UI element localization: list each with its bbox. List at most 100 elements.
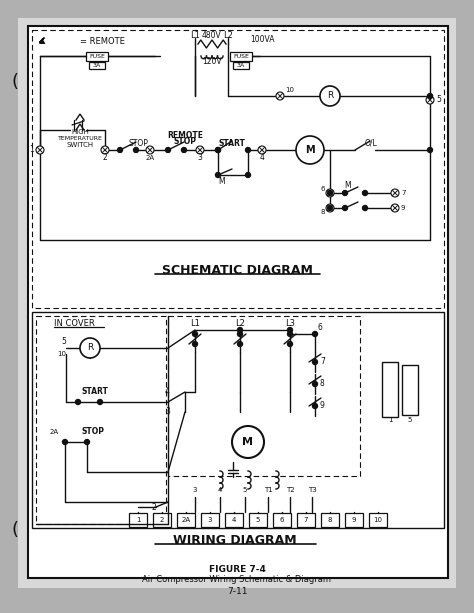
Bar: [168, 316, 360, 476]
Text: 2: 2: [103, 153, 108, 162]
Bar: [369, 513, 387, 527]
Circle shape: [246, 172, 250, 178]
Circle shape: [98, 400, 102, 405]
Circle shape: [288, 332, 292, 337]
Text: 4: 4: [165, 387, 170, 397]
Bar: [225, 513, 243, 527]
Circle shape: [36, 146, 44, 154]
Circle shape: [118, 148, 122, 153]
Circle shape: [146, 146, 154, 154]
Text: 5: 5: [256, 517, 260, 523]
Circle shape: [216, 148, 220, 153]
Circle shape: [182, 148, 186, 153]
Text: M: M: [219, 177, 225, 186]
Circle shape: [312, 359, 318, 365]
Circle shape: [312, 381, 318, 387]
Circle shape: [232, 426, 264, 458]
Bar: [89, 62, 105, 69]
Text: 1: 1: [136, 517, 140, 523]
Circle shape: [328, 205, 332, 210]
Circle shape: [288, 327, 292, 332]
Text: Air Compressor Wiring Schematic & Diagram: Air Compressor Wiring Schematic & Diagra…: [143, 574, 331, 584]
Circle shape: [328, 191, 332, 196]
Text: 4: 4: [260, 153, 264, 162]
Circle shape: [391, 189, 399, 197]
Circle shape: [237, 332, 243, 337]
Text: 8: 8: [320, 379, 325, 389]
Text: 2A: 2A: [50, 429, 59, 435]
Text: REMOTE: REMOTE: [167, 131, 203, 140]
Circle shape: [134, 148, 138, 153]
Text: 5: 5: [436, 96, 441, 104]
Text: 120V: 120V: [202, 58, 222, 66]
Text: 4: 4: [218, 487, 222, 493]
Text: 3A: 3A: [93, 63, 101, 68]
Text: ▲: ▲: [39, 37, 45, 45]
Circle shape: [192, 341, 198, 346]
Circle shape: [63, 440, 67, 444]
Text: M: M: [345, 180, 351, 189]
Circle shape: [196, 146, 204, 154]
Text: 10: 10: [285, 87, 294, 93]
Text: IN COVER: IN COVER: [54, 319, 95, 329]
Circle shape: [326, 204, 334, 212]
Circle shape: [326, 189, 334, 197]
Text: 2A: 2A: [146, 155, 155, 161]
Bar: [36, 316, 166, 524]
Text: 10: 10: [57, 351, 66, 357]
Text: FUSE: FUSE: [89, 54, 105, 59]
Text: T3: T3: [308, 487, 316, 493]
Text: 2: 2: [151, 503, 156, 511]
Text: 3: 3: [198, 153, 202, 162]
Text: 7: 7: [401, 190, 405, 196]
Text: 7: 7: [304, 517, 308, 523]
Bar: [201, 513, 219, 527]
Text: 480V: 480V: [202, 31, 222, 40]
Circle shape: [276, 92, 284, 100]
Text: 2: 2: [160, 517, 164, 523]
Text: HIGH: HIGH: [71, 129, 89, 135]
Circle shape: [237, 341, 243, 346]
Circle shape: [391, 204, 399, 212]
Text: STOP: STOP: [82, 427, 105, 436]
Text: SCHEMATIC DIAGRAM: SCHEMATIC DIAGRAM: [162, 264, 312, 276]
Circle shape: [428, 94, 432, 99]
Bar: [345, 513, 363, 527]
Bar: [32, 312, 444, 528]
Circle shape: [101, 146, 109, 154]
Text: 3: 3: [193, 487, 197, 493]
Bar: [129, 513, 147, 527]
Text: (: (: [11, 73, 18, 91]
Text: 1: 1: [29, 145, 34, 154]
Text: = REMOTE: = REMOTE: [80, 37, 125, 45]
Text: FIGURE 7-4: FIGURE 7-4: [209, 566, 265, 574]
Circle shape: [258, 146, 266, 154]
Text: 5: 5: [408, 417, 412, 423]
Bar: [28, 26, 448, 578]
Text: L2: L2: [223, 31, 233, 40]
Text: L1: L1: [190, 319, 200, 329]
Text: STOP: STOP: [173, 137, 197, 147]
Text: 7: 7: [320, 357, 325, 367]
Text: (: (: [11, 521, 18, 539]
Circle shape: [428, 148, 432, 153]
Bar: [273, 513, 291, 527]
Text: 5: 5: [61, 338, 66, 346]
Text: T2: T2: [286, 487, 294, 493]
Circle shape: [192, 332, 198, 337]
Bar: [230, 52, 252, 61]
Circle shape: [288, 341, 292, 346]
Text: O/L: O/L: [365, 139, 378, 148]
Text: M: M: [243, 437, 254, 447]
Text: 7-11: 7-11: [227, 587, 247, 596]
Text: TEMPERATURE: TEMPERATURE: [57, 137, 102, 142]
Circle shape: [363, 191, 367, 196]
Bar: [86, 52, 108, 61]
Text: 8: 8: [328, 517, 332, 523]
Circle shape: [312, 332, 318, 337]
Bar: [321, 513, 339, 527]
Text: 1: 1: [388, 417, 392, 423]
Circle shape: [165, 148, 171, 153]
Circle shape: [80, 338, 100, 358]
Circle shape: [320, 86, 340, 106]
